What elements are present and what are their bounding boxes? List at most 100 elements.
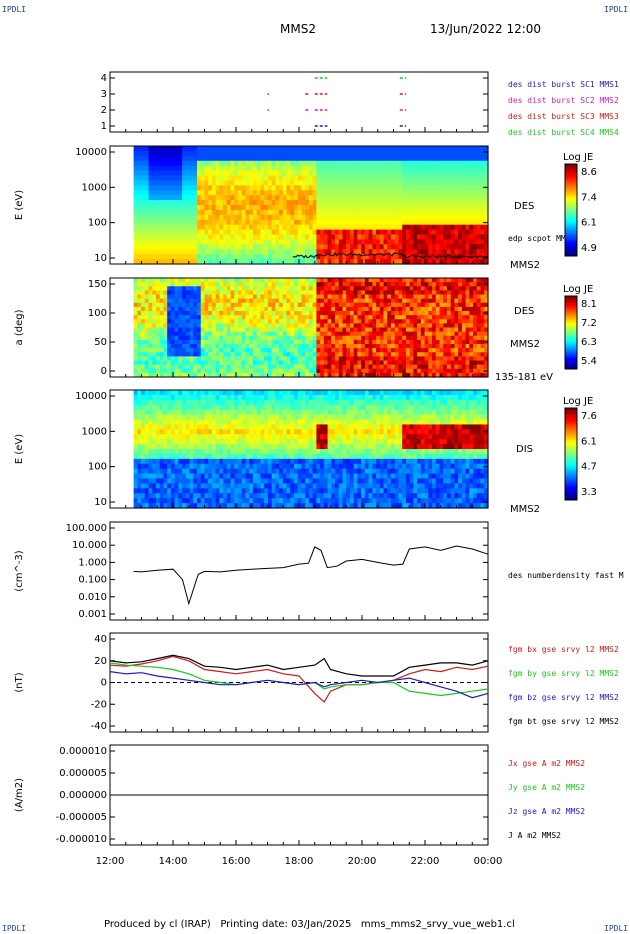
des-pitch-colorbar-step xyxy=(565,308,577,312)
des-pitch-colorbar-tick: 8.1 xyxy=(581,299,597,310)
des-energy-colorbar-step xyxy=(565,189,577,193)
dis-energy-colorbar-step xyxy=(565,431,577,434)
des-pitch-colorbar-step xyxy=(565,339,577,343)
des-energy-colorbar-step xyxy=(565,203,577,206)
des-energy-colorbar-step xyxy=(565,228,577,232)
des-energy-colorbar-step xyxy=(565,200,577,204)
dis-energy-tick-label: 1000 xyxy=(82,426,107,437)
time-axis-tick-label: 12:00 xyxy=(96,856,125,867)
des-pitch-colorbar-step xyxy=(565,327,577,330)
des-pitch-colorbar-step xyxy=(565,305,577,308)
des-pitch-colorbar-frame xyxy=(564,295,578,370)
dis-energy-colorbar-step xyxy=(565,451,577,455)
des-pitch-colorbar-step xyxy=(565,296,577,299)
bfield-tick-label: 40 xyxy=(94,634,107,645)
des-pitch-sc-label: MMS2 xyxy=(510,339,540,350)
des-pitch-colorbar-step xyxy=(565,328,577,332)
des-energy-colorbar-step xyxy=(565,251,577,255)
corner-mark-bottom-right: IPDLI xyxy=(604,924,629,933)
dis-energy-colorbar-step xyxy=(565,474,577,478)
dis-energy-colorbar-step xyxy=(565,421,577,425)
time-axis-tick-label: 18:00 xyxy=(285,856,314,867)
des-energy-tick-label: 1000 xyxy=(82,182,107,193)
burst-tick-label: 2 xyxy=(101,105,107,116)
des-pitch-colorbar-step xyxy=(565,361,577,365)
des-pitch-colorbar-step xyxy=(565,343,577,346)
des-pitch-colorbar-step xyxy=(565,359,577,363)
dis-energy-colorbar-step xyxy=(565,444,577,448)
burst-legend-entry: des dist burst SC4 MMS4 xyxy=(508,128,619,137)
des-energy-ylabel: E (eV) xyxy=(14,190,25,220)
des-pitch-colorbar-title: Log JE xyxy=(563,284,593,295)
des-pitch-colorbar-step xyxy=(565,319,577,323)
des-energy-colorbar-tick: 4.9 xyxy=(581,243,597,254)
dis-energy-label: DIS xyxy=(516,444,533,455)
dis-energy-colorbar-step xyxy=(565,437,577,441)
des-energy-colorbar-step xyxy=(565,175,577,179)
dis-energy-colorbar-step xyxy=(565,449,577,453)
des-energy-colorbar-step xyxy=(565,230,577,234)
des-energy-colorbar-step xyxy=(565,249,577,252)
current-legend-entry: Jy gse A m2 MMS2 xyxy=(508,783,585,792)
dis-energy-colorbar-step xyxy=(565,435,577,439)
dis-energy-colorbar-step xyxy=(565,497,577,501)
density-tick-label: 0.010 xyxy=(78,592,107,603)
des-energy-colorbar-step xyxy=(565,237,577,241)
des-pitch-label: DES xyxy=(514,306,534,317)
des-pitch-colorbar-step xyxy=(565,358,577,361)
dis-energy-ylabel: E (eV) xyxy=(14,434,25,464)
des-pitch-colorbar-tick: 7.2 xyxy=(581,318,597,329)
des-energy-colorbar-step xyxy=(565,177,577,181)
des-pitch-energy-label: 135-181 eV xyxy=(495,372,553,383)
des-pitch-colorbar-step xyxy=(565,341,577,344)
dis-energy-colorbar-step xyxy=(565,454,577,457)
dis-energy-colorbar-step xyxy=(565,412,577,416)
des-pitch-colorbar-step xyxy=(565,356,577,359)
dis-energy-colorbar-step xyxy=(565,460,577,464)
des-energy-tick-label: 100 xyxy=(88,218,107,229)
bfield-line-bt xyxy=(109,654,489,677)
des-pitch-colorbar-step xyxy=(565,332,577,335)
density-frame xyxy=(109,521,489,621)
des-energy-colorbar-step xyxy=(565,242,577,245)
des-energy-tick-label: 10 xyxy=(94,253,107,264)
des-energy-colorbar-tick: 7.4 xyxy=(581,192,597,203)
dis-energy-colorbar-step xyxy=(565,433,577,437)
corner-mark-top-right: IPDLI xyxy=(604,5,629,14)
des-pitch-colorbar-step xyxy=(565,347,577,350)
des-energy-colorbar-step xyxy=(565,191,577,195)
dis-energy-colorbar-step xyxy=(565,486,577,489)
bfield-tick-label: 0 xyxy=(101,678,107,689)
dis-energy-colorbar-step xyxy=(565,426,577,430)
des-pitch-tick-label: 50 xyxy=(94,337,107,348)
dis-energy-colorbar-step xyxy=(565,442,577,446)
des-pitch-colorbar-step xyxy=(565,301,577,304)
dis-energy-colorbar-step xyxy=(565,490,577,494)
des-pitch-cells xyxy=(133,278,489,378)
corner-mark-top-left: IPDLI xyxy=(2,5,27,14)
burst-legend-entry: des dist burst SC3 MMS3 xyxy=(508,112,619,121)
density-ylabel: (cm^-3) xyxy=(14,550,25,591)
dis-energy-colorbar-step xyxy=(565,458,577,462)
dis-energy-colorbar-step xyxy=(565,493,577,496)
des-energy-colorbar-step xyxy=(565,212,577,216)
des-pitch-colorbar-step xyxy=(565,299,577,302)
des-pitch-colorbar-step xyxy=(565,310,577,313)
dis-energy-colorbar-step xyxy=(565,472,577,476)
des-energy-colorbar-step xyxy=(565,244,577,248)
des-pitch-colorbar-step xyxy=(565,321,577,324)
dis-energy-colorbar-tick: 3.3 xyxy=(581,487,597,498)
density-legend-entry: des numberdensity fast M xyxy=(508,571,624,580)
dis-energy-colorbar-tick: 4.7 xyxy=(581,462,597,473)
des-pitch-colorbar-step xyxy=(565,354,577,357)
dis-energy-colorbar-tick: 7.6 xyxy=(581,411,597,422)
dis-energy-colorbar-step xyxy=(565,488,577,492)
dis-energy-colorbar-tick: 6.1 xyxy=(581,436,597,447)
des-energy-colorbar-step xyxy=(565,253,577,257)
burst-panel-frame xyxy=(109,71,489,133)
spacecraft-title: MMS2 xyxy=(280,22,316,36)
des-pitch-colorbar-step xyxy=(565,367,577,370)
des-pitch-tick-label: 100 xyxy=(88,308,107,319)
des-energy-colorbar-step xyxy=(565,164,577,167)
